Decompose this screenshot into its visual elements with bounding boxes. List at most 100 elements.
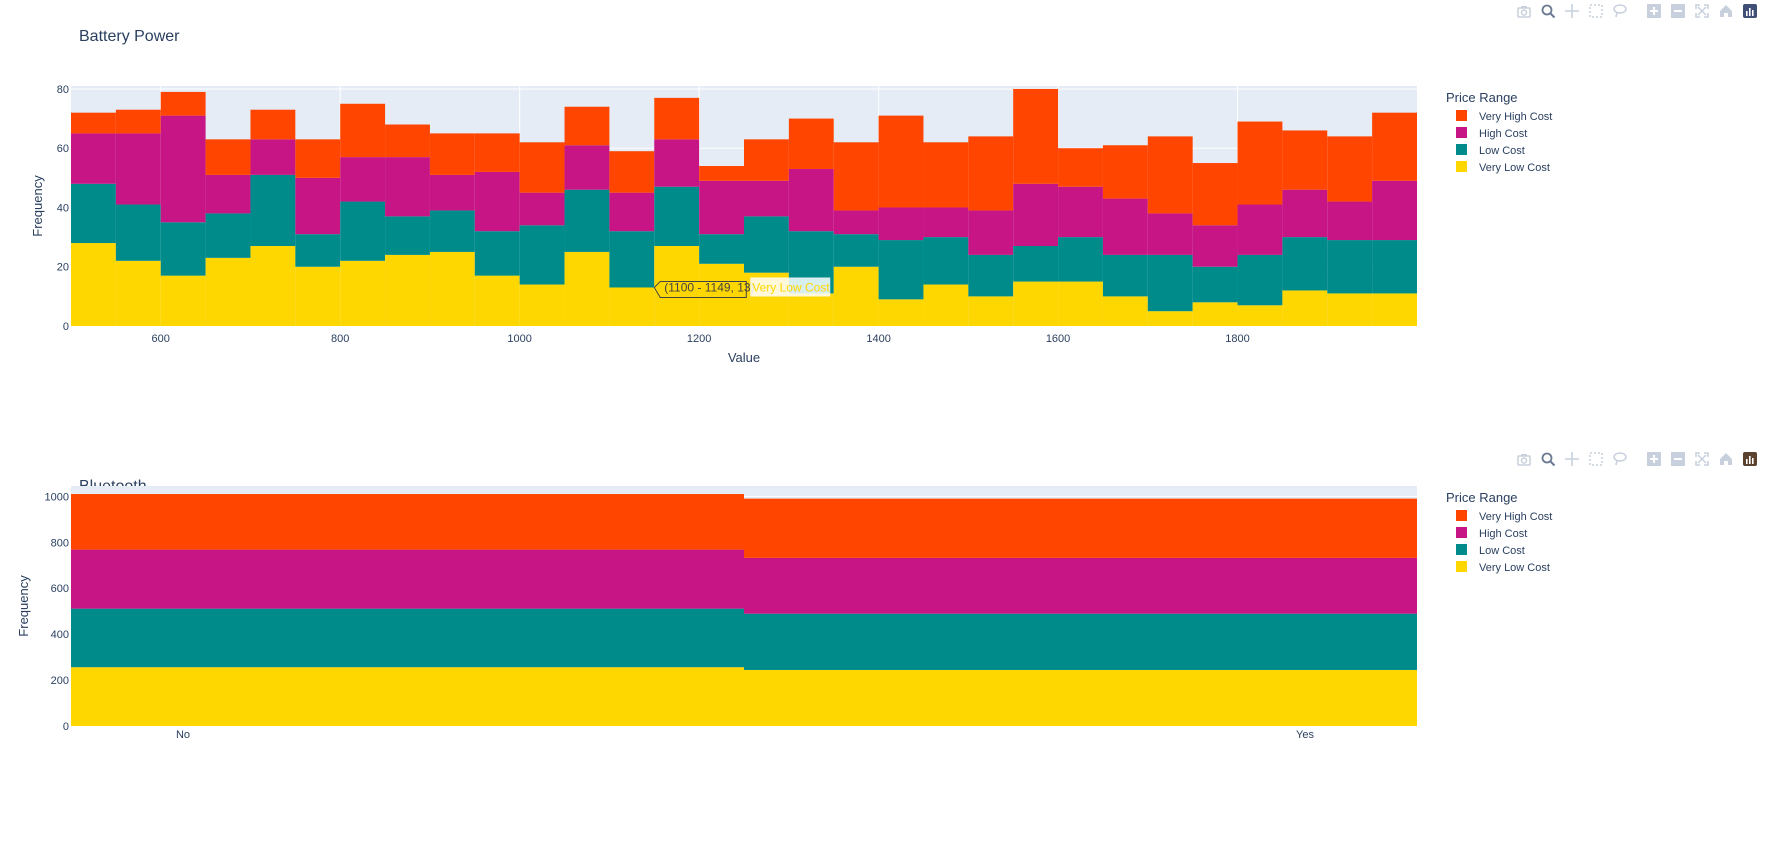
histogram-bar	[564, 106, 610, 146]
tooltip-box	[653, 280, 747, 298]
bar-segment	[744, 669, 1417, 726]
pan-icon[interactable]	[1563, 450, 1581, 468]
histogram-bar	[654, 97, 700, 140]
y-axis-label: Frequency	[16, 575, 31, 637]
y-tick-label: 600	[51, 583, 69, 595]
histogram-bar	[564, 189, 610, 252]
histogram-bar	[385, 157, 430, 217]
bluetooth-chart: Bluetooth02004006008001000NoYesFrequency…	[0, 450, 1765, 836]
histogram-bar	[295, 177, 341, 235]
histogram-bar	[385, 254, 430, 326]
bar-segment	[71, 494, 744, 550]
tooltip-name-box	[750, 277, 831, 297]
histogram-bar	[1058, 237, 1103, 282]
histogram-bar	[340, 103, 386, 158]
legend-entry: Very Low Cost	[1479, 162, 1550, 174]
legend-title: Price Range	[1446, 490, 1518, 505]
histogram-bar	[115, 109, 161, 134]
histogram-bar	[1327, 201, 1373, 241]
legend-entry: Very Low Cost	[1479, 562, 1550, 574]
legend-swatch	[1456, 510, 1467, 521]
histogram-bar	[250, 139, 296, 175]
zoom-in-icon[interactable]	[1645, 2, 1663, 20]
modebar	[1515, 450, 1759, 468]
bar-segment	[71, 549, 744, 609]
histogram-bar	[1102, 254, 1148, 297]
chart-title: Battery Power	[79, 28, 180, 45]
histogram-bar	[1237, 204, 1283, 255]
legend-swatch	[1456, 561, 1467, 572]
histogram-bar	[1013, 246, 1059, 282]
histogram-bar	[833, 210, 879, 235]
histogram-bar	[1237, 121, 1283, 205]
histogram-bar	[1282, 130, 1328, 190]
autoscale-icon[interactable]	[1693, 450, 1711, 468]
histogram-bar	[654, 139, 700, 187]
pan-icon[interactable]	[1563, 2, 1581, 20]
plotly-logo-icon[interactable]	[1741, 2, 1759, 20]
histogram-bar	[878, 115, 924, 208]
histogram-bar	[699, 234, 744, 264]
histogram-bar	[474, 171, 520, 232]
histogram-bar	[1372, 240, 1417, 294]
box-select-icon[interactable]	[1587, 450, 1605, 468]
x-axis-label: Value	[728, 350, 760, 365]
tooltip-value: (1100 - 1149, 13)	[664, 280, 754, 294]
histogram-bar	[1372, 112, 1417, 181]
x-tick-label: 1200	[687, 333, 711, 345]
histogram-bar	[340, 201, 386, 261]
camera-icon[interactable]	[1515, 450, 1533, 468]
histogram-bar	[1237, 305, 1283, 326]
histogram-bar	[833, 234, 879, 267]
histogram-bar	[788, 168, 834, 232]
reset-axes-icon[interactable]	[1717, 2, 1735, 20]
legend-swatch	[1456, 144, 1467, 155]
histogram-bar	[1102, 145, 1148, 199]
histogram-bar	[429, 251, 475, 326]
histogram-bar	[968, 136, 1014, 211]
histogram-bar	[519, 142, 565, 193]
legend-swatch	[1456, 527, 1467, 538]
x-tick-label: 1800	[1225, 333, 1249, 345]
legend-entry: Low Cost	[1479, 545, 1525, 557]
histogram-bar	[250, 109, 296, 140]
histogram-bar	[833, 266, 879, 326]
zoom-out-icon[interactable]	[1669, 450, 1687, 468]
y-tick-label: 0	[63, 321, 69, 333]
x-tick-label: 1400	[866, 333, 890, 345]
autoscale-icon[interactable]	[1693, 2, 1711, 20]
histogram-bar	[878, 240, 924, 300]
lasso-icon[interactable]	[1611, 450, 1629, 468]
histogram-bar	[1058, 186, 1103, 238]
legend-entry: Very High Cost	[1479, 111, 1552, 123]
bluetooth-plot: Bluetooth02004006008001000NoYesFrequency…	[16, 478, 1552, 741]
histogram-bar	[295, 139, 341, 178]
histogram-bar	[699, 166, 744, 181]
zoom-icon[interactable]	[1539, 450, 1557, 468]
histogram-bar	[519, 225, 565, 285]
bar-segment	[744, 498, 1417, 558]
tooltip-series-name: Very Low Cost	[752, 280, 830, 294]
histogram-bar	[160, 275, 206, 326]
y-tick-label: 800	[51, 537, 69, 549]
box-select-icon[interactable]	[1587, 2, 1605, 20]
histogram-bar	[160, 222, 206, 276]
x-tick-label: 1000	[507, 333, 531, 345]
y-tick-label: 200	[51, 675, 69, 687]
legend-swatch	[1456, 127, 1467, 138]
lasso-icon[interactable]	[1611, 2, 1629, 20]
camera-icon[interactable]	[1515, 2, 1533, 20]
zoom-in-icon[interactable]	[1645, 450, 1663, 468]
histogram-bar	[1192, 266, 1238, 303]
zoom-icon[interactable]	[1539, 2, 1557, 20]
histogram-bar	[1102, 296, 1148, 326]
histogram-bar	[744, 180, 789, 217]
histogram-bar	[923, 207, 969, 238]
histogram-bar	[1372, 180, 1417, 241]
zoom-out-icon[interactable]	[1669, 2, 1687, 20]
plotly-logo-icon[interactable]	[1741, 450, 1759, 468]
histogram-bar	[1147, 213, 1193, 255]
histogram-bar	[160, 91, 206, 116]
reset-axes-icon[interactable]	[1717, 450, 1735, 468]
histogram-bar	[519, 192, 565, 226]
